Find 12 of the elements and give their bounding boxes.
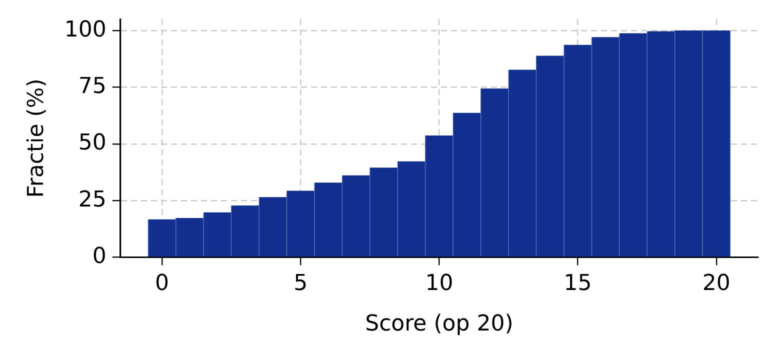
x-tick-label: 5 xyxy=(294,271,308,296)
x-tick-label: 15 xyxy=(564,271,592,296)
y-tick-label: 100 xyxy=(64,17,106,42)
y-axis-title: Fractie (%) xyxy=(24,78,49,198)
x-tick-label: 10 xyxy=(425,271,454,296)
y-tick-label: 50 xyxy=(78,130,106,156)
y-tick-label: 75 xyxy=(78,74,106,99)
x-axis-title: Score (op 20) xyxy=(365,312,514,337)
x-tick-label: 20 xyxy=(702,271,730,296)
y-tick-label: 25 xyxy=(78,187,106,212)
y-tick-label: 0 xyxy=(92,244,106,269)
x-tick-label: 0 xyxy=(154,271,169,296)
